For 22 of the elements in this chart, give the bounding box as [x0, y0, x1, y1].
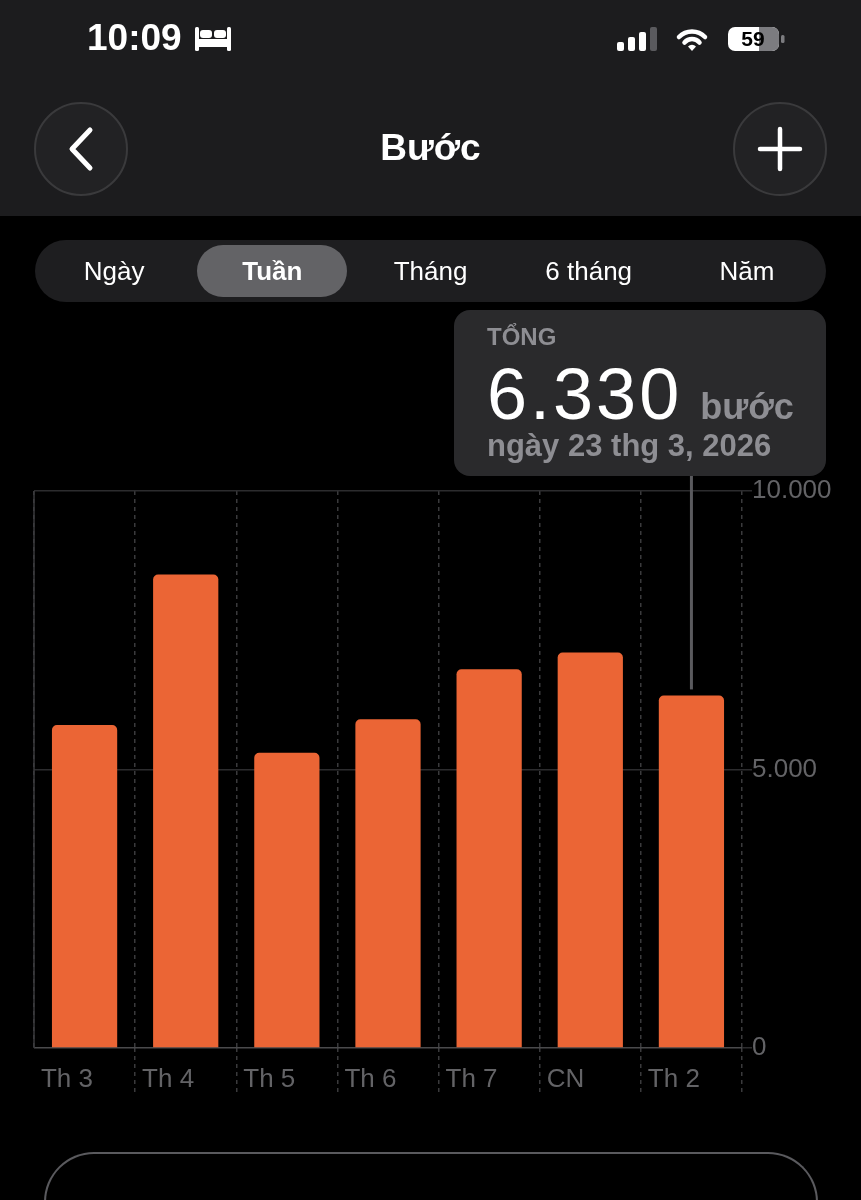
- x-tick-label: Th 5: [243, 1062, 296, 1093]
- x-tick-label: Th 7: [445, 1062, 498, 1093]
- bar: [355, 719, 421, 1048]
- bar: [254, 752, 320, 1048]
- y-tick-label: 5.000: [752, 752, 818, 783]
- x-tick-label: Th 3: [40, 1062, 93, 1093]
- text: TỔNG: [487, 322, 557, 352]
- chart-title: Bước: [379, 126, 482, 170]
- bar: [658, 695, 725, 1048]
- bar: [153, 574, 219, 1048]
- x-tick-label: Th 2: [647, 1062, 700, 1093]
- x-tick-label: CN: [546, 1062, 585, 1093]
- text: bước: [700, 386, 794, 427]
- bar: [456, 669, 522, 1048]
- y-tick-label: 0: [752, 1031, 767, 1062]
- x-tick-label: Th 6: [344, 1062, 397, 1093]
- y-tick-label: 10.000: [752, 474, 832, 505]
- bar: [51, 724, 118, 1048]
- x-tick-label: Th 4: [142, 1062, 195, 1093]
- bar: [557, 652, 623, 1048]
- segmented-control: Ngày Tuần Tháng 6 tháng Năm: [35, 240, 826, 302]
- text: 10:09: [87, 17, 182, 58]
